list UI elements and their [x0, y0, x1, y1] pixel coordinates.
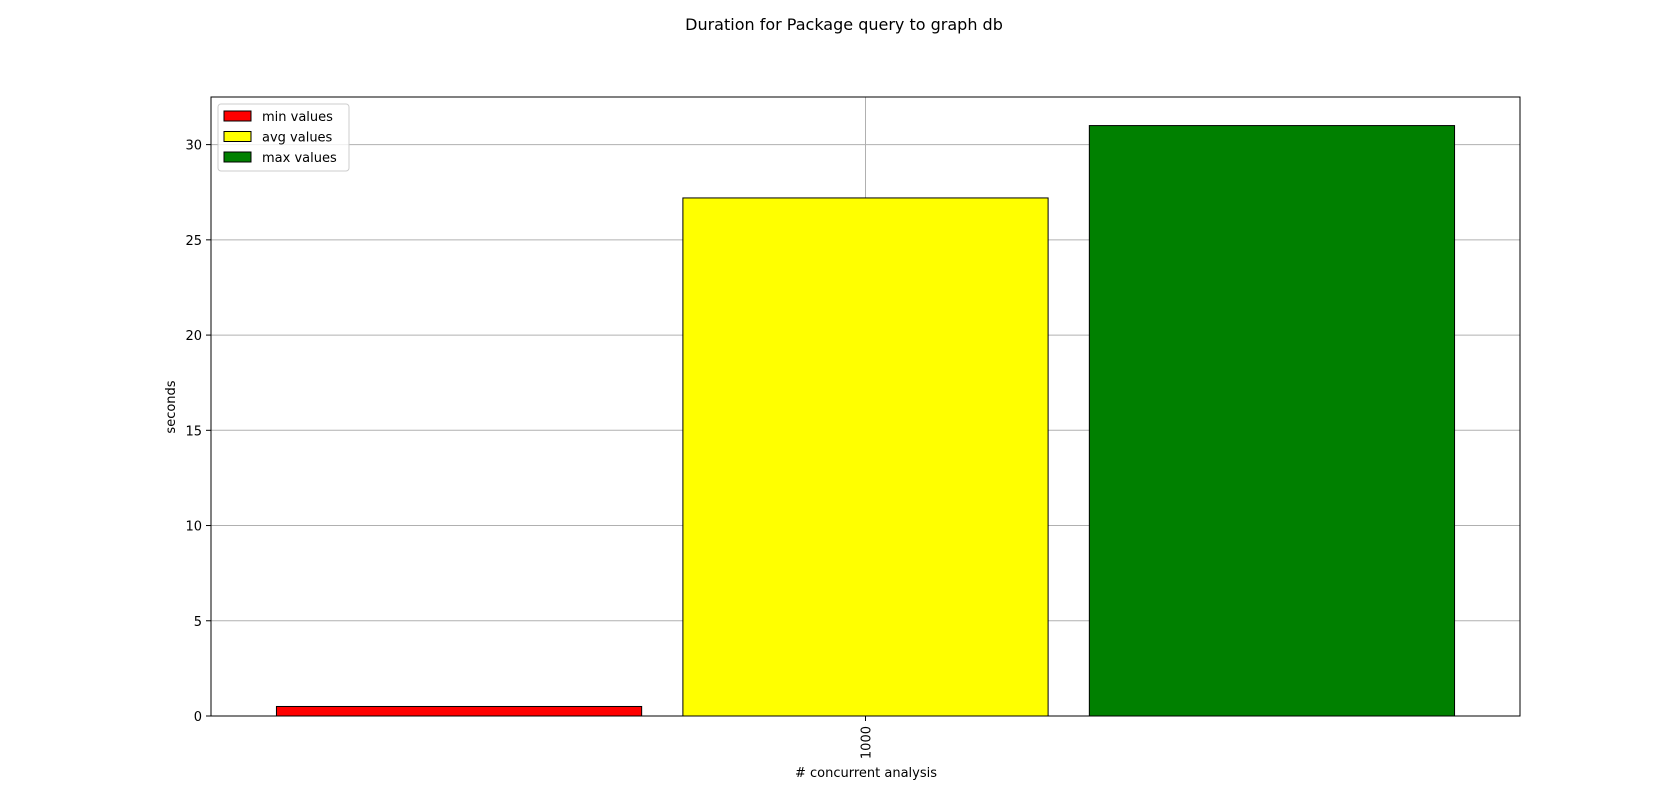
y-tick-label: 5: [194, 615, 202, 630]
chart-title: Duration for Package query to graph db: [685, 15, 1003, 34]
x-axis-label: # concurrent analysis: [795, 766, 937, 781]
legend-swatch: [223, 131, 252, 142]
legend-label: min values: [262, 110, 333, 125]
legend-label: avg values: [262, 131, 333, 146]
y-tick-label: 25: [185, 234, 202, 249]
y-tick-label: 20: [185, 329, 202, 344]
y-tick-label: 15: [185, 424, 202, 439]
y-axis: 0 5 10 15 20 25 30: [185, 139, 211, 725]
y-axis-label: seconds: [164, 380, 179, 433]
bar-avg-values: [682, 197, 1049, 717]
legend-swatch: [223, 110, 252, 122]
x-axis: 1000: [860, 716, 875, 759]
bar-max-values: [1088, 125, 1456, 717]
legend-swatch: [223, 151, 252, 163]
legend-label: max values: [262, 151, 337, 166]
y-tick-label: 30: [185, 139, 202, 154]
y-tick-label: 10: [185, 520, 202, 535]
bar-min-values: [275, 705, 643, 717]
y-tick-label: 0: [194, 710, 202, 725]
bars: [275, 125, 1456, 717]
legend: min values avg values max values: [217, 103, 350, 172]
x-tick-label: 1000: [860, 726, 875, 759]
